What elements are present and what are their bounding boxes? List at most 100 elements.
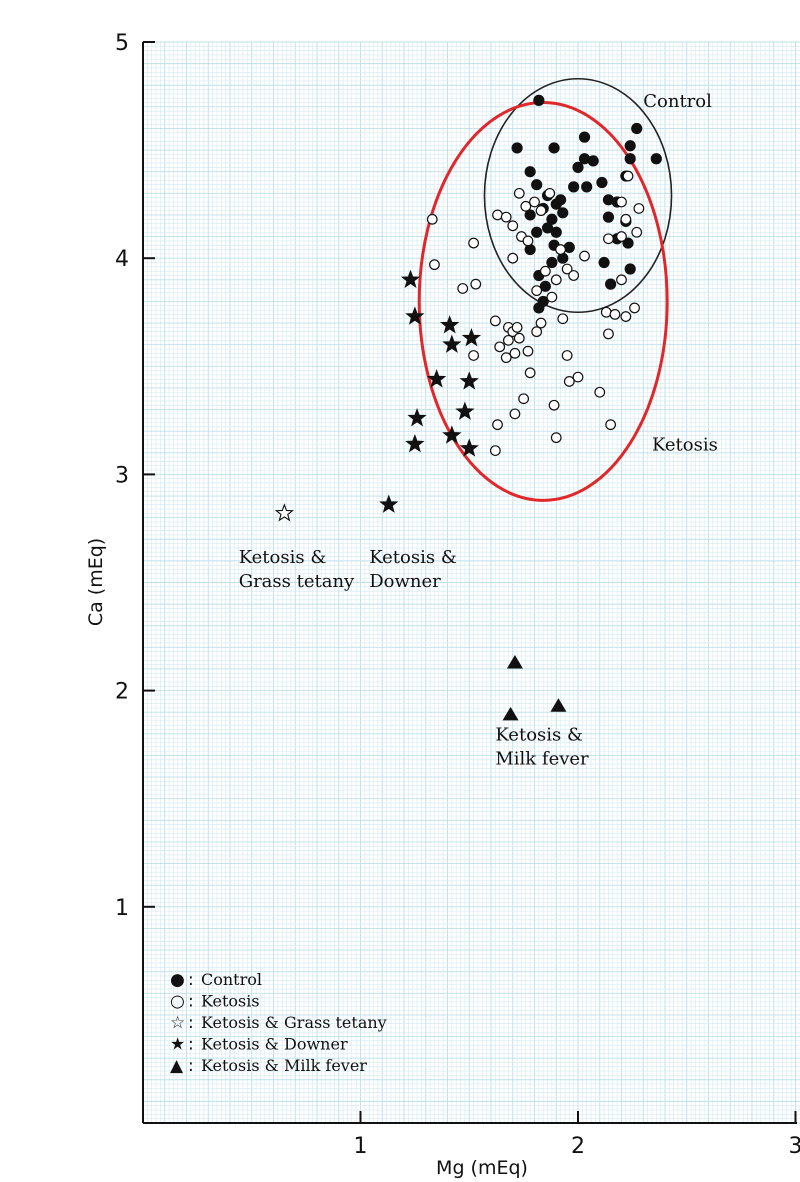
point-control	[624, 263, 636, 275]
point-control	[511, 142, 523, 154]
point-ketosis	[544, 187, 556, 199]
point-ketosis	[539, 265, 551, 277]
point-control	[622, 237, 634, 249]
point-ketosis	[622, 170, 634, 182]
point-ketosis	[561, 350, 573, 361]
point-control	[624, 153, 636, 165]
point-ketosis-and-downer	[407, 408, 427, 427]
point-ketosis	[616, 196, 627, 208]
point-ketosis	[620, 213, 632, 225]
annotation-control: Control	[643, 91, 712, 112]
series-ketosis-and-grass-tetany	[274, 503, 294, 522]
x-tick-label: 3	[789, 1134, 800, 1159]
point-ketosis	[557, 313, 569, 325]
annotation-grass: Ketosis & Grass tetany	[239, 547, 355, 592]
point-control	[602, 211, 615, 223]
point-ketosis	[603, 233, 614, 245]
point-ketosis	[616, 274, 627, 286]
point-control	[557, 207, 569, 219]
legend-symbol-ketosis-and-downer: ★	[170, 1035, 185, 1055]
legend-colon: :	[188, 970, 194, 990]
point-control	[550, 226, 562, 238]
point-ketosis-and-downer	[459, 438, 479, 457]
y-tick-label: 2	[115, 680, 129, 705]
point-ketosis	[535, 205, 547, 217]
point-ketosis	[470, 278, 482, 290]
point-ketosis	[492, 419, 503, 431]
point-ketosis	[605, 419, 617, 431]
x-tick-label: 1	[354, 1134, 368, 1159]
point-ketosis	[522, 345, 534, 357]
point-ketosis	[429, 259, 440, 271]
point-ketosis-and-grass-tetany	[274, 503, 294, 522]
point-ketosis-and-downer	[455, 401, 475, 420]
y-axis-title: Ca (mEq)	[85, 538, 107, 626]
point-ketosis	[579, 250, 590, 262]
point-ketosis-and-downer	[461, 328, 482, 347]
point-ketosis	[503, 334, 514, 346]
point-ketosis	[489, 445, 501, 457]
point-ketosis	[603, 328, 614, 340]
x-axis-title: Mg (mEq)	[436, 1157, 528, 1179]
legend-colon: :	[188, 1056, 194, 1076]
point-ketosis	[518, 393, 530, 405]
point-ketosis-and-downer	[459, 371, 479, 390]
point-ketosis	[548, 399, 560, 411]
point-ketosis	[555, 244, 566, 255]
legend-colon: :	[188, 1013, 194, 1033]
point-ketosis-and-downer	[405, 306, 425, 325]
point-ketosis	[572, 371, 584, 383]
point-ketosis	[500, 211, 512, 223]
point-ketosis	[500, 352, 512, 364]
point-ketosis	[631, 226, 643, 238]
point-ketosis	[426, 213, 438, 225]
y-tick-label: 3	[115, 463, 129, 488]
point-ketosis-and-downer	[405, 433, 425, 453]
point-control	[581, 181, 593, 193]
series-control	[511, 94, 662, 314]
grid	[142, 41, 800, 1124]
legend-symbol-control: ●	[170, 970, 185, 990]
series-ketosis-and-milk-fever	[502, 654, 567, 721]
point-ketosis	[468, 350, 480, 361]
y-tick-label: 1	[115, 896, 129, 921]
point-control	[554, 194, 567, 206]
point-ketosis	[563, 376, 575, 387]
point-ketosis	[507, 220, 519, 232]
point-control	[572, 161, 584, 173]
point-ketosis	[489, 315, 501, 327]
point-ketosis	[546, 291, 558, 303]
point-control	[598, 256, 610, 269]
point-ketosis	[616, 231, 627, 242]
point-ketosis	[531, 326, 543, 338]
point-ketosis	[594, 386, 606, 398]
x-tick-label: 2	[571, 1134, 585, 1159]
legend-label-ketosis-and-downer: Ketosis & Downer	[201, 1035, 348, 1054]
legend-symbol-ketosis-and-grass-tetany: ☆	[170, 1013, 185, 1033]
point-control	[631, 122, 643, 135]
point-control	[546, 256, 558, 269]
legend-colon: :	[188, 992, 194, 1012]
annotation-downer: Ketosis & Downer	[369, 547, 457, 592]
point-ketosis	[535, 317, 547, 329]
legend-label-ketosis-and-grass-tetany: Ketosis & Grass tetany	[201, 1013, 387, 1032]
point-ketosis-and-downer	[442, 425, 462, 444]
point-control	[650, 153, 662, 165]
point-ketosis	[468, 237, 480, 249]
annotation-ketosis: Ketosis	[652, 435, 718, 456]
point-control	[531, 179, 543, 191]
point-control	[539, 280, 551, 292]
point-ketosis	[620, 311, 632, 322]
point-control	[524, 209, 536, 221]
point-ketosis	[509, 408, 521, 420]
y-tick-label: 4	[115, 247, 129, 272]
point-control	[524, 166, 536, 178]
point-ketosis	[529, 196, 540, 208]
point-ketosis	[494, 341, 506, 353]
point-ketosis-and-milk-fever	[506, 654, 523, 669]
legend-symbol-ketosis: ○	[170, 992, 185, 1012]
point-ketosis-and-downer	[379, 494, 399, 513]
point-control	[605, 278, 617, 290]
point-control	[596, 176, 608, 189]
point-ketosis-and-downer	[426, 369, 447, 388]
